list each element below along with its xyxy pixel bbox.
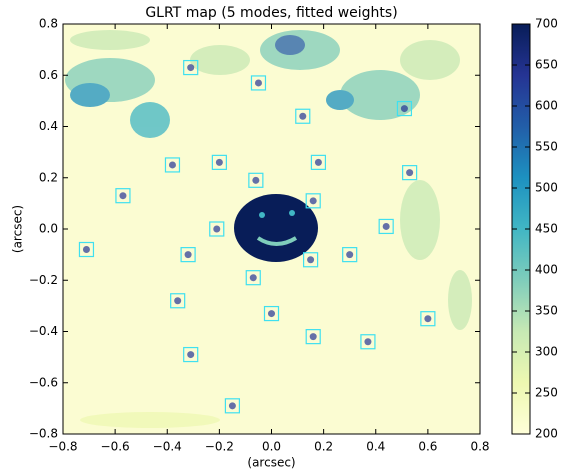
x-tick-label: −0.8: [48, 440, 77, 454]
detection-peak: [254, 79, 262, 87]
detection-peak: [364, 338, 372, 346]
detection-box: [224, 398, 241, 414]
colorbar-tick-label: 650: [535, 58, 558, 72]
x-tick-label: −0.6: [101, 440, 130, 454]
colorbar-tick-label: 350: [535, 304, 558, 318]
detection-peak: [400, 105, 408, 113]
detection-box: [302, 252, 319, 268]
detection-box: [183, 59, 199, 76]
x-tick-label: −0.4: [153, 440, 182, 454]
colorbar-tick-label: 250: [535, 386, 558, 400]
detection-peak: [187, 64, 195, 72]
y-tick-label: 0.2: [39, 170, 58, 184]
central-residual: [234, 194, 318, 262]
detection-box: [305, 329, 321, 345]
x-tick-label: 0.6: [418, 440, 437, 454]
detection-box: [295, 108, 311, 124]
detection-peak: [314, 158, 322, 166]
detection-box: [396, 100, 413, 117]
detection-peak: [299, 112, 307, 120]
detection-peak: [424, 315, 432, 323]
detection-peak: [228, 402, 236, 410]
heatmap-image: [63, 24, 480, 434]
detection-box: [360, 334, 376, 350]
detection-peak: [346, 251, 354, 259]
detection-box: [183, 346, 199, 363]
y-tick-label: −0.4: [29, 324, 58, 338]
detection-peak: [406, 169, 414, 177]
y-tick-label: −0.2: [29, 273, 58, 287]
colorbar-tick-label: 200: [535, 427, 558, 441]
detection-box: [115, 188, 131, 204]
detection-box: [378, 218, 394, 235]
detection-box: [420, 311, 436, 327]
detection-peak: [213, 225, 221, 233]
y-tick-label: −0.6: [29, 375, 58, 389]
detection-box: [342, 247, 358, 263]
detection-peak: [307, 256, 315, 264]
chart-title: GLRT map (5 modes, fitted weights): [145, 5, 397, 21]
detection-box: [310, 154, 327, 170]
detection-peak: [119, 192, 127, 200]
detection-peak: [82, 246, 90, 253]
detection-peak: [309, 197, 317, 205]
colorbar-tick-label: 500: [535, 181, 558, 195]
detection-box: [402, 165, 418, 181]
colorbar-tick-label: 450: [535, 222, 558, 236]
y-axis-label: (arcsec): [11, 205, 25, 253]
detection-peak: [184, 251, 192, 259]
detection-peak: [174, 297, 182, 305]
detection-box: [248, 172, 264, 188]
y-tick-label: 0.6: [39, 68, 58, 82]
detection-box: [170, 293, 186, 309]
x-tick-label: −0.2: [205, 440, 234, 454]
detection-peak: [252, 176, 260, 184]
detection-box: [164, 157, 181, 173]
y-tick-label: 0.4: [39, 119, 58, 133]
colorbar-tick-label: 700: [535, 17, 558, 31]
colorbar-tick-label: 300: [535, 345, 558, 359]
detection-peak: [268, 310, 275, 318]
detection-box: [180, 247, 196, 263]
detection-box: [250, 75, 267, 91]
detection-box: [78, 241, 95, 258]
colorbar-tick-label: 600: [535, 99, 558, 113]
background-structure: [65, 30, 472, 428]
colorbar-tick-label: 400: [535, 263, 558, 277]
detection-peak: [249, 274, 257, 282]
detection-box: [245, 270, 261, 286]
x-axis-label: (arcsec): [247, 456, 295, 470]
y-tick-label: −0.8: [29, 427, 58, 441]
x-tick-label: 0.0: [262, 440, 281, 454]
detection-peak: [187, 351, 195, 359]
detection-peak: [215, 158, 223, 166]
detection-box: [211, 154, 227, 170]
detection-peak: [309, 333, 317, 341]
detection-box: [263, 305, 280, 322]
x-tick-label: 0.8: [470, 440, 489, 454]
detection-peak: [168, 161, 176, 169]
y-tick-label: 0.0: [39, 222, 58, 236]
x-tick-label: 0.4: [366, 440, 385, 454]
y-tick-label: 0.8: [39, 17, 58, 31]
detection-peak: [382, 222, 390, 230]
detection-box: [209, 221, 225, 237]
colorbar-tick-label: 550: [535, 140, 558, 154]
x-tick-label: 0.2: [314, 440, 333, 454]
detection-box: [305, 193, 321, 209]
